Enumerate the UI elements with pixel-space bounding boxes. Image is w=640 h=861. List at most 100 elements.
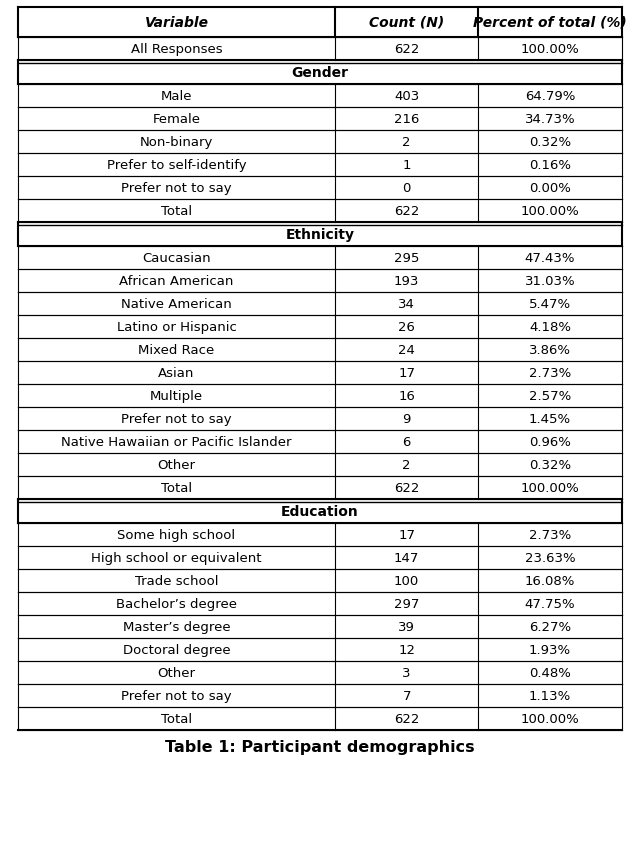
- Text: 2.73%: 2.73%: [529, 367, 572, 380]
- Text: Native American: Native American: [121, 298, 232, 311]
- Bar: [18, 569, 622, 592]
- Text: 47.75%: 47.75%: [525, 598, 575, 610]
- Text: 100: 100: [394, 574, 419, 587]
- Text: 0.48%: 0.48%: [529, 666, 571, 679]
- Bar: [18, 85, 622, 108]
- Bar: [18, 476, 622, 499]
- Text: 100.00%: 100.00%: [521, 43, 579, 56]
- Text: Asian: Asian: [158, 367, 195, 380]
- Text: 12: 12: [398, 643, 415, 656]
- Text: 4.18%: 4.18%: [529, 320, 571, 333]
- Text: Total: Total: [161, 712, 192, 725]
- Text: 0.00%: 0.00%: [529, 182, 571, 195]
- Text: 17: 17: [398, 529, 415, 542]
- Text: 31.03%: 31.03%: [525, 275, 575, 288]
- Text: Some high school: Some high school: [118, 529, 236, 542]
- Bar: [18, 407, 622, 430]
- Text: Female: Female: [152, 113, 200, 126]
- Text: Non-binary: Non-binary: [140, 136, 213, 149]
- Text: 100.00%: 100.00%: [521, 205, 579, 218]
- Bar: [18, 338, 622, 362]
- Text: Variable: Variable: [145, 16, 209, 30]
- Bar: [18, 154, 622, 177]
- Text: Count (N): Count (N): [369, 16, 444, 30]
- Bar: [18, 8, 622, 38]
- Text: Ethnicity: Ethnicity: [285, 228, 355, 242]
- Text: 0.32%: 0.32%: [529, 136, 571, 149]
- Text: Male: Male: [161, 90, 192, 102]
- Text: 5.47%: 5.47%: [529, 298, 571, 311]
- Text: 34.73%: 34.73%: [525, 113, 575, 126]
- Text: 2: 2: [403, 136, 411, 149]
- Text: 64.79%: 64.79%: [525, 90, 575, 102]
- Text: Mixed Race: Mixed Race: [138, 344, 214, 356]
- Text: 16.08%: 16.08%: [525, 574, 575, 587]
- Text: 100.00%: 100.00%: [521, 712, 579, 725]
- Text: 1.45%: 1.45%: [529, 412, 571, 425]
- Text: All Responses: All Responses: [131, 43, 222, 56]
- Bar: [18, 316, 622, 338]
- Text: 16: 16: [398, 389, 415, 403]
- Text: 7: 7: [403, 689, 411, 703]
- Text: 24: 24: [398, 344, 415, 356]
- Text: 403: 403: [394, 90, 419, 102]
- Text: Master’s degree: Master’s degree: [123, 620, 230, 633]
- Text: 0.32%: 0.32%: [529, 458, 571, 472]
- Text: 2: 2: [403, 458, 411, 472]
- Text: 0: 0: [403, 182, 411, 195]
- Bar: [18, 592, 622, 616]
- Text: 0.96%: 0.96%: [529, 436, 571, 449]
- Text: Latino or Hispanic: Latino or Hispanic: [116, 320, 237, 333]
- Text: 193: 193: [394, 275, 419, 288]
- Text: 622: 622: [394, 481, 419, 494]
- Text: 23.63%: 23.63%: [525, 551, 575, 564]
- Bar: [18, 38, 622, 61]
- Text: 3.86%: 3.86%: [529, 344, 571, 356]
- Bar: [18, 430, 622, 454]
- Text: 622: 622: [394, 43, 419, 56]
- Bar: [18, 499, 622, 523]
- Text: Prefer not to say: Prefer not to say: [121, 689, 232, 703]
- Bar: [18, 684, 622, 707]
- Text: 26: 26: [398, 320, 415, 333]
- Text: African American: African American: [120, 275, 234, 288]
- Text: Native Hawaiian or Pacific Islander: Native Hawaiian or Pacific Islander: [61, 436, 292, 449]
- Bar: [18, 362, 622, 385]
- Bar: [18, 523, 622, 547]
- Text: Prefer not to say: Prefer not to say: [121, 182, 232, 195]
- Text: 1.93%: 1.93%: [529, 643, 571, 656]
- Bar: [18, 454, 622, 476]
- Bar: [18, 616, 622, 638]
- Text: Trade school: Trade school: [135, 574, 218, 587]
- Text: 6: 6: [403, 436, 411, 449]
- Text: Total: Total: [161, 481, 192, 494]
- Bar: [18, 385, 622, 407]
- Text: 622: 622: [394, 712, 419, 725]
- Text: Total: Total: [161, 205, 192, 218]
- Bar: [18, 707, 622, 730]
- Bar: [18, 108, 622, 131]
- Bar: [18, 269, 622, 293]
- Text: Bachelor’s degree: Bachelor’s degree: [116, 598, 237, 610]
- Bar: [18, 661, 622, 684]
- Text: 147: 147: [394, 551, 419, 564]
- Text: 216: 216: [394, 113, 419, 126]
- Text: 9: 9: [403, 412, 411, 425]
- Text: High school or equivalent: High school or equivalent: [92, 551, 262, 564]
- Text: Other: Other: [157, 666, 196, 679]
- Text: 1.13%: 1.13%: [529, 689, 572, 703]
- Text: 0.16%: 0.16%: [529, 158, 571, 172]
- Text: 34: 34: [398, 298, 415, 311]
- Text: 6.27%: 6.27%: [529, 620, 571, 633]
- Text: Caucasian: Caucasian: [142, 251, 211, 264]
- Text: 47.43%: 47.43%: [525, 251, 575, 264]
- Bar: [18, 61, 622, 85]
- Text: Table 1: Participant demographics: Table 1: Participant demographics: [165, 740, 475, 754]
- Text: 2.57%: 2.57%: [529, 389, 572, 403]
- Text: Education: Education: [281, 505, 359, 518]
- Text: Other: Other: [157, 458, 196, 472]
- Bar: [18, 293, 622, 316]
- Text: 1: 1: [403, 158, 411, 172]
- Text: Gender: Gender: [291, 66, 349, 80]
- Text: 295: 295: [394, 251, 419, 264]
